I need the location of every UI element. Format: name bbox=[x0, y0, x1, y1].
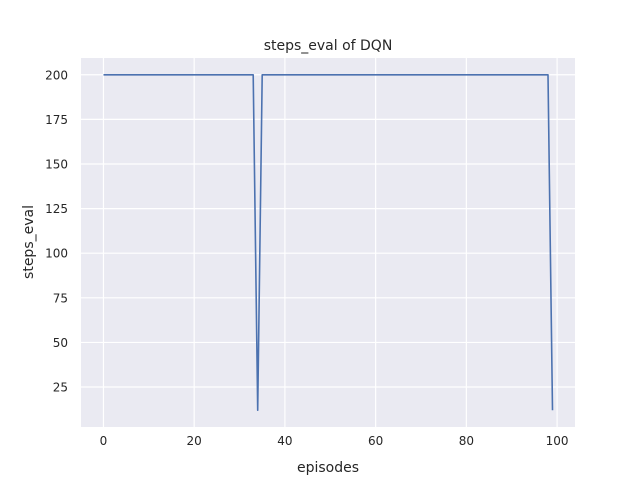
x-tick-label: 60 bbox=[368, 434, 383, 448]
y-tick-label: 150 bbox=[45, 157, 68, 171]
y-tick-label: 125 bbox=[45, 202, 68, 216]
y-tick-label: 75 bbox=[53, 291, 68, 305]
series-line bbox=[103, 74, 554, 412]
y-tick-label: 175 bbox=[45, 113, 68, 127]
y-axis-label: steps_eval bbox=[21, 205, 37, 279]
x-tick-label: 80 bbox=[459, 434, 474, 448]
x-tick-label: 40 bbox=[277, 434, 292, 448]
chart-title: steps_eval of DQN bbox=[264, 38, 393, 54]
x-tick-label: 20 bbox=[187, 434, 202, 448]
x-tick-label: 0 bbox=[100, 434, 108, 448]
y-tick-label: 200 bbox=[45, 68, 68, 82]
y-tick-label: 25 bbox=[53, 381, 68, 395]
y-tick-label: 50 bbox=[53, 336, 68, 350]
plot-background bbox=[81, 58, 575, 427]
y-tick-label: 100 bbox=[45, 247, 68, 261]
x-tick-label: 100 bbox=[546, 434, 569, 448]
x-axis-label: episodes bbox=[297, 460, 359, 476]
